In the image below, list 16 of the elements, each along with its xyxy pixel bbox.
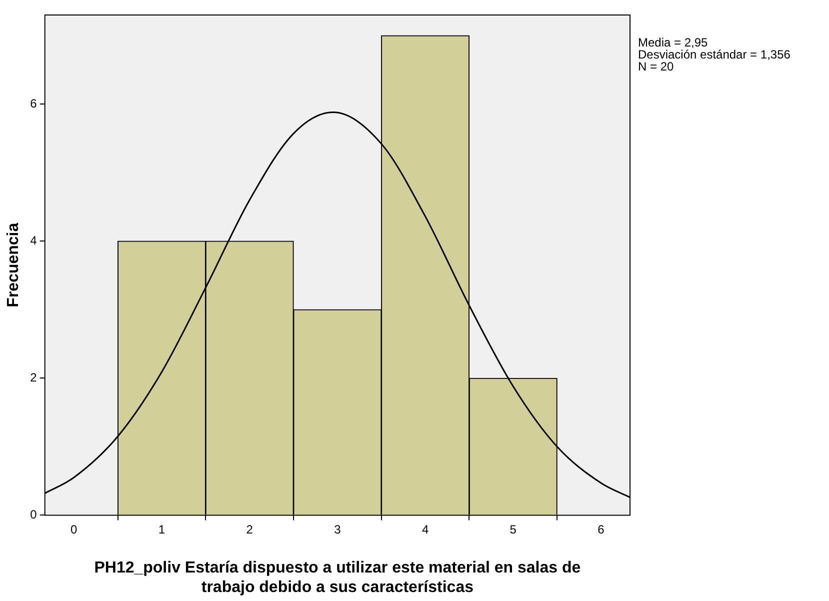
y-tick-label: 4 [30,233,38,248]
text: N = 20 [638,59,674,74]
x-tick-label: 6 [598,522,605,537]
x-tick-label: 1 [158,522,166,537]
x-axis-title: PH12_poliv Estaría dispuesto a utilizar este material en salas de trabajo debido a sus características [94,560,581,596]
x-tick-label: 3 [334,522,342,537]
x-tick-label: 5 [510,522,517,537]
x-tick-label: 2 [246,522,254,537]
y-tick-label: 6 [30,96,38,110]
x-tick-label: 4 [422,522,429,537]
text: Desviación estándar = 1,356 [638,47,791,62]
y-tick-label: 2 [30,370,38,384]
text: Media = 2,95 [638,35,708,50]
y-axis-title: Frecuencia [5,222,22,308]
x-tick-label: 0 [70,522,78,537]
y-tick-label: 0 [30,508,38,522]
